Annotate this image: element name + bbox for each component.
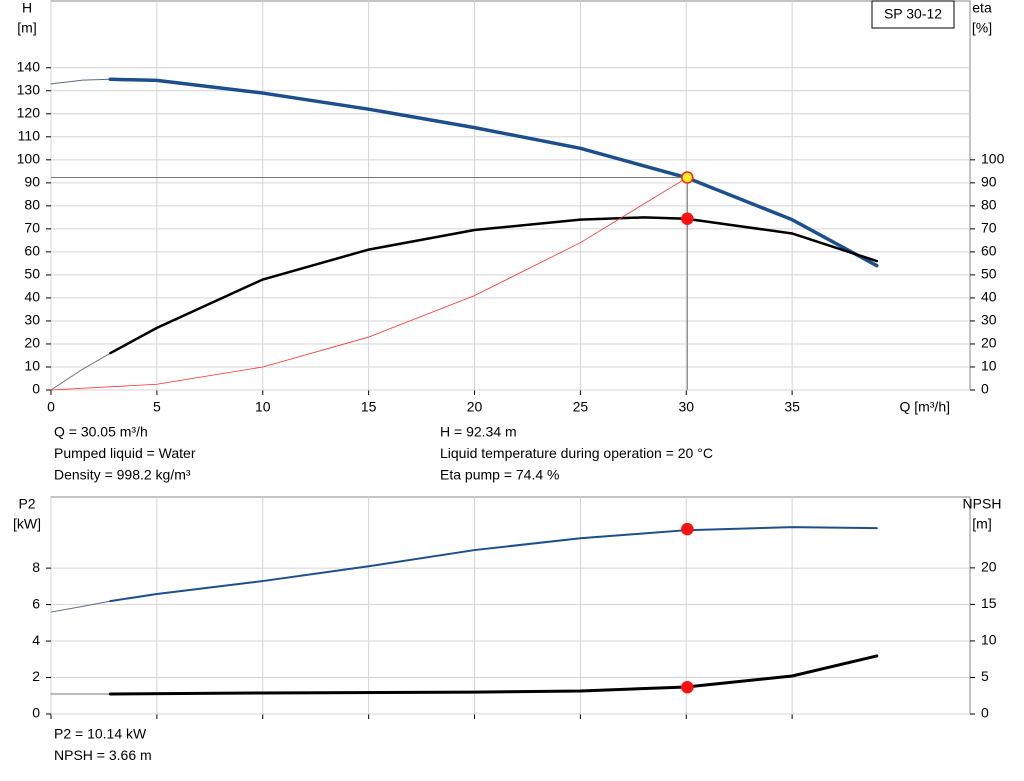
operating-note: Density = 998.2 kg/m³	[54, 467, 191, 483]
plot-frame	[50, 0, 971, 391]
x-tick-label: 0	[47, 399, 55, 415]
y-tick-label: 60	[24, 243, 40, 259]
model-box	[871, 0, 955, 29]
y-tick-label: 4	[32, 632, 40, 648]
x-tick-label: 5	[153, 399, 161, 415]
plot-frame	[50, 496, 971, 715]
y-axis-unit: [kW]	[13, 516, 41, 532]
y-tick-label: 80	[24, 197, 40, 213]
y-axis-label: P2	[18, 496, 35, 512]
x-tick-label: 35	[784, 399, 800, 415]
operating-note: NPSH = 3.66 m	[54, 747, 152, 763]
x-tick-label: 25	[573, 399, 589, 415]
y2-tick-label: 10	[981, 632, 997, 648]
y2-axis-unit: [m]	[972, 516, 991, 532]
curve	[108, 654, 879, 696]
operating-point	[681, 681, 694, 694]
y2-tick-label: 5	[981, 668, 989, 684]
y2-tick-label: 30	[981, 312, 997, 328]
y-tick-label: 0	[32, 705, 40, 721]
operating-note: Q = 30.05 m³/h	[54, 424, 148, 440]
curve	[50, 78, 111, 85]
curve	[50, 352, 111, 391]
operating-note: P2 = 10.14 kW	[54, 726, 147, 742]
y2-tick-label: 15	[981, 595, 997, 611]
y-tick-label: 40	[24, 289, 40, 305]
y2-axis-label: NPSH	[963, 496, 1002, 512]
y2-tick-label: 70	[981, 220, 997, 236]
y2-axis-label: eta	[972, 0, 992, 16]
x-tick-label: 15	[361, 399, 377, 415]
y2-tick-label: 0	[981, 705, 989, 721]
y2-tick-label: 20	[981, 335, 997, 351]
operating-note: Pumped liquid = Water	[54, 445, 196, 461]
operating-point	[681, 171, 694, 184]
y2-tick-label: 20	[981, 559, 997, 575]
operating-point	[681, 522, 694, 536]
y-tick-label: 110	[18, 128, 41, 144]
y-tick-label: 0	[32, 381, 40, 397]
x-tick-label: 10	[255, 399, 271, 415]
y-axis-unit: [m]	[17, 20, 36, 36]
y-tick-label: 120	[17, 104, 41, 120]
operating-point	[681, 212, 694, 225]
operating-note: Liquid temperature during operation = 20…	[440, 445, 713, 461]
operating-note: H = 92.34 m	[440, 424, 517, 440]
operating-note: Eta pump = 74.4 %	[440, 467, 559, 483]
y-tick-label: 20	[24, 335, 40, 351]
y-tick-label: 30	[24, 312, 40, 328]
x-tick-label: 20	[467, 399, 483, 415]
y2-tick-label: 100	[981, 151, 1005, 167]
y-tick-label: 50	[24, 266, 40, 282]
y-tick-label: 6	[32, 595, 40, 611]
y2-tick-label: 80	[981, 197, 997, 213]
y-tick-label: 2	[32, 668, 40, 684]
y-tick-label: 130	[17, 81, 41, 97]
y-tick-label: 140	[17, 58, 41, 74]
curve	[108, 77, 879, 268]
model-label: SP 30-12	[884, 6, 942, 22]
y-tick-label: 70	[24, 220, 40, 236]
curve	[109, 526, 878, 603]
x-tick-label: 30	[678, 399, 694, 415]
y2-axis-unit: [%]	[972, 20, 992, 36]
y2-tick-label: 10	[981, 358, 997, 374]
x-axis-label: Q [m³/h]	[899, 399, 950, 415]
y-tick-label: 8	[32, 559, 40, 575]
y2-tick-label: 0	[981, 381, 989, 397]
y2-tick-label: 90	[981, 174, 997, 190]
y2-tick-label: 50	[981, 266, 997, 282]
y-axis-label: H	[22, 0, 32, 16]
y2-tick-label: 60	[981, 243, 997, 259]
y2-tick-label: 40	[981, 289, 997, 305]
curve	[50, 600, 111, 613]
curve	[109, 216, 879, 355]
y-tick-label: 10	[24, 358, 40, 374]
y-tick-label: 100	[17, 151, 41, 167]
curve	[50, 177, 688, 391]
y-tick-label: 90	[24, 174, 40, 190]
